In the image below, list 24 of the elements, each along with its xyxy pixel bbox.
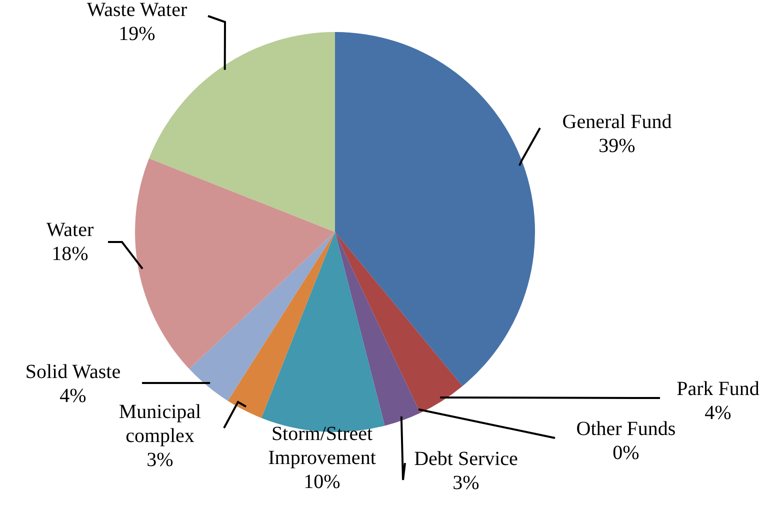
slice-label: Solid Waste xyxy=(25,361,121,383)
data-label: 4% xyxy=(704,402,732,424)
text: 0% xyxy=(612,442,640,464)
slice-label: General Fund xyxy=(562,111,672,133)
slice-label: Debt Service xyxy=(414,448,518,470)
data-label: 10% xyxy=(304,471,340,493)
data-label: 39% xyxy=(598,135,636,157)
category-label: Other Funds xyxy=(576,418,676,440)
pie-slice xyxy=(335,232,420,426)
slice-label: Storm/Street Improvement xyxy=(268,423,376,469)
pie-slice xyxy=(228,232,335,418)
pie-slice xyxy=(335,32,535,386)
data-label: 3% xyxy=(452,472,480,494)
slice-label: Park Fund xyxy=(676,378,760,400)
data-label: 4% xyxy=(60,385,86,407)
slice-label: Water xyxy=(46,219,94,241)
data-label: 3% xyxy=(146,449,174,471)
pie-slice xyxy=(335,232,462,413)
data-label: 19% xyxy=(118,23,156,45)
pie-slice xyxy=(135,158,335,369)
slice-label: Municipal complex xyxy=(118,401,202,447)
slice-label: Waste Water xyxy=(86,0,188,21)
pie-slice xyxy=(189,232,335,401)
data-label: 18% xyxy=(52,243,88,265)
